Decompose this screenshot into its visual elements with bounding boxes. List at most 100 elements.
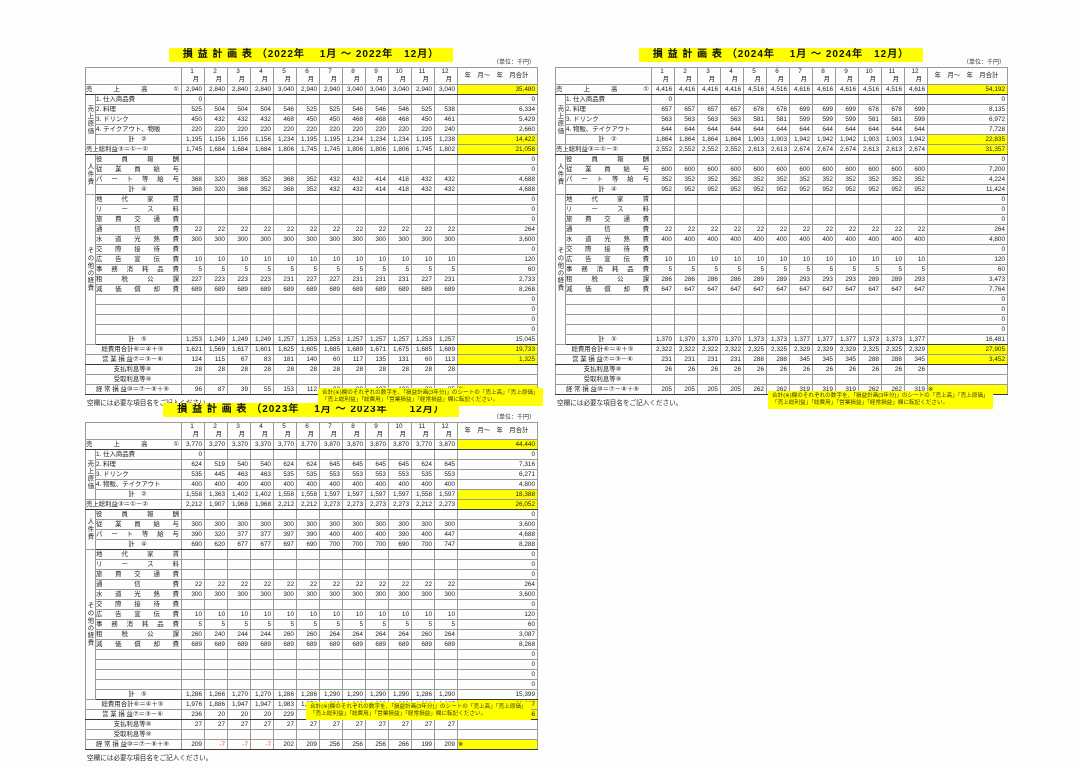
- month-value: 1,290: [319, 689, 343, 700]
- total-value: 6,271: [457, 469, 538, 480]
- month-value: [858, 294, 882, 305]
- month-value: 22: [812, 224, 836, 235]
- table-row: 通 信 費 22 22 22 22 22 22 22 22 22 22 22 22 264: [86, 224, 538, 235]
- month-value: [743, 94, 767, 105]
- month-value: 535: [411, 469, 435, 480]
- month-value: 1,377: [812, 334, 836, 345]
- month-value: 260: [296, 629, 320, 640]
- month-value: 5: [319, 619, 343, 630]
- month-value: [766, 244, 790, 255]
- month-value: 5: [881, 264, 905, 275]
- table-row: 4. テイクアウト、物販 220 220 220 220 220 220 220 220 220 2…: [86, 124, 538, 135]
- month-value: 400: [365, 479, 389, 490]
- month-value: [651, 204, 675, 215]
- month-value: [789, 314, 813, 325]
- month-value: 28: [204, 364, 228, 375]
- month-value: 22: [388, 224, 412, 235]
- month-value: 288: [766, 354, 790, 365]
- month-value: 400: [881, 234, 905, 245]
- month-value: 220: [388, 124, 412, 135]
- month-value: [296, 294, 320, 305]
- month-value: 5: [204, 264, 228, 275]
- month-value: [904, 324, 928, 335]
- month-value: 117: [342, 354, 366, 365]
- month-value: 2,552: [651, 144, 675, 155]
- month-value: 300: [434, 519, 458, 530]
- month-value: 400: [789, 234, 813, 245]
- row-label: 減 価 償 却 費: [95, 639, 182, 650]
- total-value: [457, 729, 538, 740]
- row-label: 経 常 損 益⑩＝⑦－⑧＋⑨: [85, 739, 182, 750]
- total-value: 21,058: [457, 144, 538, 155]
- month-value: 220: [204, 124, 228, 135]
- month-value: 2,840: [227, 84, 251, 95]
- month-value: [697, 94, 721, 105]
- month-value: [250, 204, 274, 215]
- month-value: 1,671: [365, 344, 389, 355]
- group-label-labor: 人件費: [555, 154, 566, 195]
- month-value: 300: [319, 589, 343, 600]
- month-value: [674, 314, 698, 325]
- total-header: 年 月～ 年 月合計: [457, 67, 538, 85]
- month-value: [720, 294, 744, 305]
- row-label: 地 代 家 賃: [95, 549, 182, 560]
- table-row: 租 税 公 課 227 223 223 223 231 227 227 231 231 231 227…: [86, 274, 538, 285]
- month-value: 10: [204, 254, 228, 265]
- month-value: [411, 154, 435, 165]
- month-value: 400: [181, 479, 205, 490]
- month-value: 468: [365, 114, 389, 125]
- month-value: [250, 679, 274, 690]
- table-row: 0: [556, 314, 1008, 325]
- row-label: 従 業 員 給 与: [95, 164, 182, 175]
- month-value: 227: [411, 274, 435, 285]
- table-row: 受取利息等⑨: [85, 374, 538, 385]
- month-value: 400: [411, 479, 435, 490]
- month-value: 300: [204, 589, 228, 600]
- month-value: 22: [766, 224, 790, 235]
- month-value: 1,195: [296, 134, 320, 145]
- month-value: [812, 324, 836, 335]
- table-row: 租 税 公 課 286 286 286 286 289 289 293 293 293 289 289…: [556, 274, 1008, 285]
- month-value: 952: [674, 184, 698, 195]
- total-value: 8,268: [457, 639, 538, 650]
- month-value: 647: [789, 284, 813, 295]
- total-value: 0: [457, 649, 538, 660]
- month-value: [250, 559, 274, 570]
- month-value: 1,684: [227, 144, 251, 155]
- total-value: [457, 364, 538, 375]
- month-value: 4,516: [858, 84, 882, 95]
- row-label: 事 務 消 耗 品 費: [95, 264, 182, 275]
- month-value: 952: [858, 184, 882, 195]
- total-value: 0: [457, 244, 538, 255]
- month-value: 2,552: [674, 144, 698, 155]
- month-value: [319, 509, 343, 520]
- month-value: 231: [697, 354, 721, 365]
- table-row: その他の経費地 代 家 賃 0: [85, 194, 538, 345]
- month-value: 535: [273, 469, 297, 480]
- month-value: [697, 314, 721, 325]
- month-value: 1,253: [296, 334, 320, 345]
- month-value: [411, 679, 435, 690]
- month-value: 1,558: [181, 489, 205, 500]
- month-value: [720, 244, 744, 255]
- total-value: 3,473: [927, 274, 1008, 285]
- month-value: [296, 324, 320, 335]
- month-value: [743, 154, 767, 165]
- month-value: [227, 599, 251, 610]
- month-value: 28: [227, 364, 251, 375]
- month-value: [273, 94, 297, 105]
- month-value: [181, 154, 205, 165]
- table-row: 営 業 損 益⑦＝③－⑥ 231 231 231 231 288 288 345 345 345 2…: [555, 354, 1008, 365]
- month-value: 700: [342, 539, 366, 550]
- month-value: 1,290: [434, 689, 458, 700]
- row-label: [95, 669, 182, 680]
- month-value: 377: [250, 529, 274, 540]
- month-value: 231: [388, 274, 412, 285]
- month-value: [181, 729, 205, 740]
- month-value: [273, 659, 297, 670]
- row-label: 受取利息等⑨: [555, 374, 652, 385]
- month-value: [881, 194, 905, 205]
- month-value: 400: [743, 234, 767, 245]
- month-value: 2,613: [881, 144, 905, 155]
- month-value: [434, 244, 458, 255]
